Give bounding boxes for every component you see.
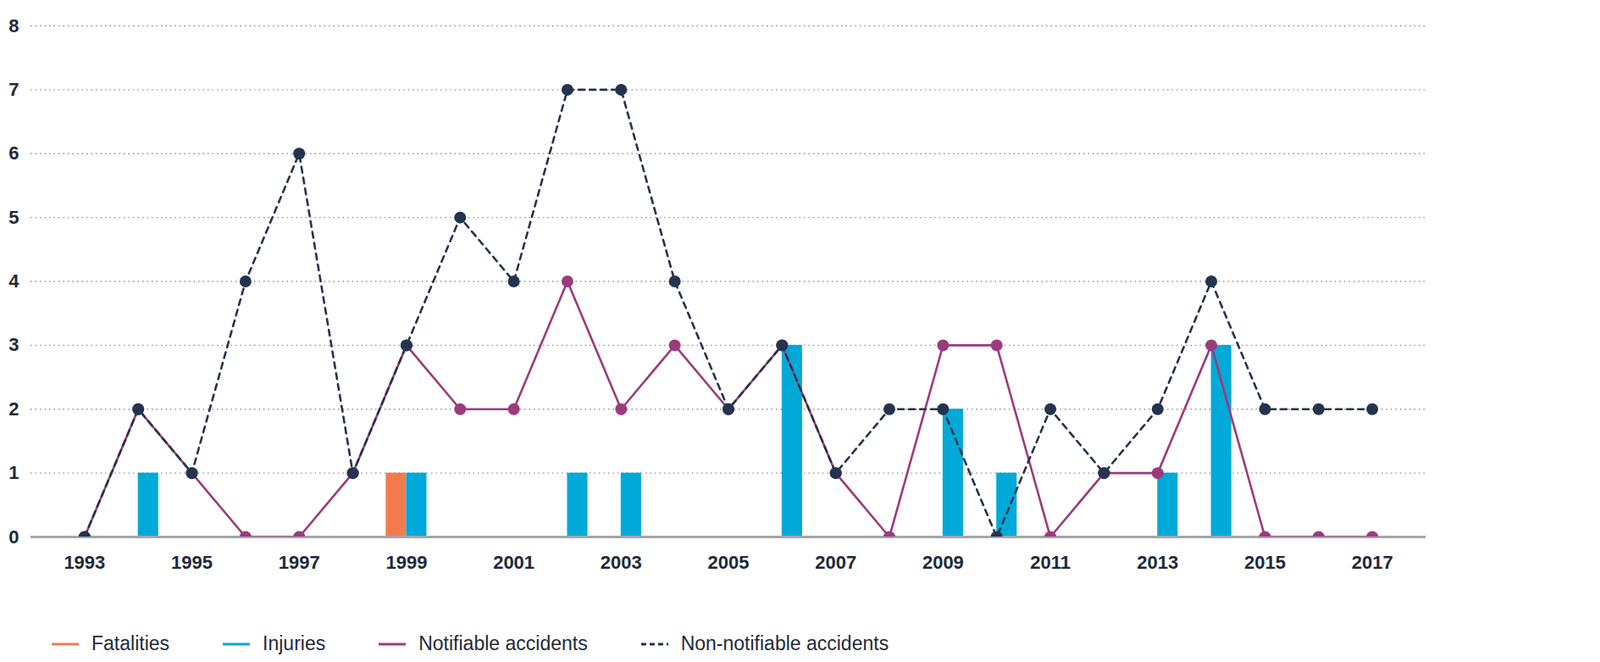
svg-text:5: 5 — [8, 206, 19, 228]
svg-text:1999: 1999 — [385, 551, 427, 573]
svg-text:6: 6 — [8, 142, 19, 164]
svg-text:1993: 1993 — [63, 551, 106, 573]
svg-text:2007: 2007 — [814, 551, 857, 573]
html-text:Injuries: Injuries — [262, 631, 326, 654]
svg-text:2005: 2005 — [708, 551, 750, 573]
svg-text:2001: 2001 — [492, 551, 535, 573]
html-text:Notifiable accidents: Notifiable accidents — [418, 631, 588, 654]
svg-text:1995: 1995 — [171, 551, 213, 573]
html-text:Fatalities: Fatalities — [91, 631, 170, 654]
svg-text:1997: 1997 — [278, 551, 321, 573]
svg-text:1: 1 — [8, 461, 19, 483]
svg-text:7: 7 — [8, 78, 19, 100]
svg-text:2015: 2015 — [1244, 551, 1286, 573]
svg-text:8: 8 — [8, 15, 19, 37]
svg-text:2003: 2003 — [600, 551, 643, 573]
html-text:Non-notifiable accidents: Non-notifiable accidents — [680, 631, 889, 654]
svg-text:3: 3 — [8, 333, 19, 355]
svg-text:2: 2 — [8, 398, 19, 420]
svg-text:2017: 2017 — [1351, 551, 1394, 573]
svg-text:2011: 2011 — [1029, 551, 1071, 573]
svg-text:4: 4 — [8, 270, 20, 292]
svg-text:2009: 2009 — [922, 551, 964, 573]
svg-text:0: 0 — [8, 525, 19, 548]
svg-text:2013: 2013 — [1136, 551, 1179, 573]
